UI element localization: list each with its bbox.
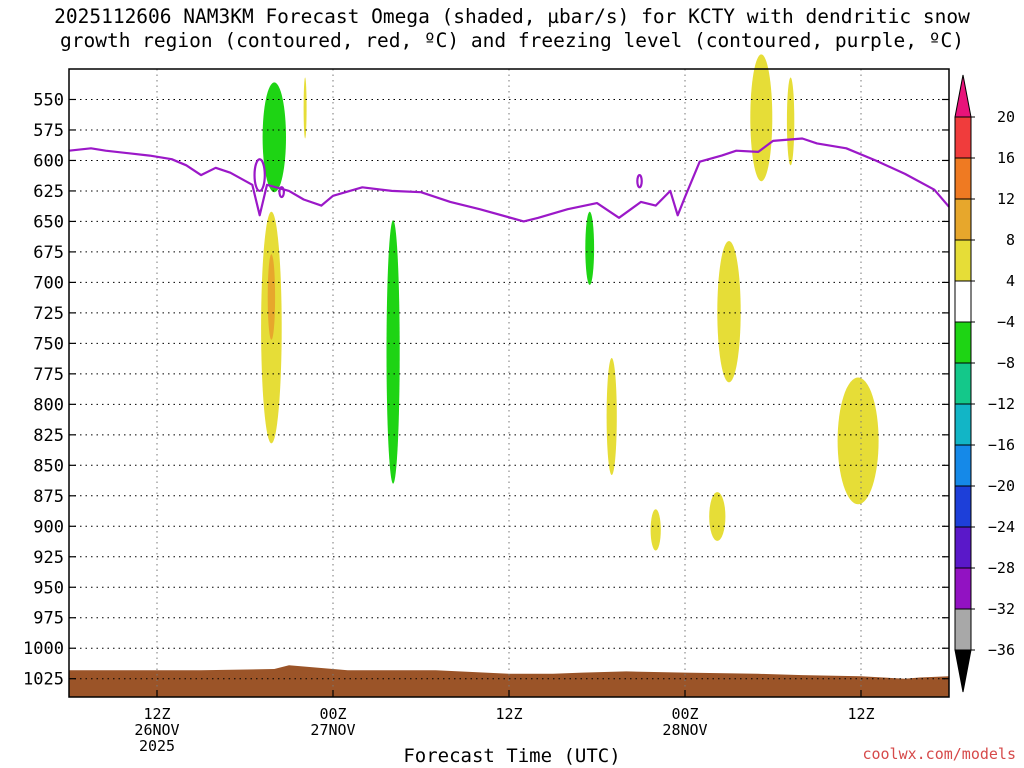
y-tick-label: 700 — [33, 273, 64, 293]
colorbar-box — [954, 362, 972, 405]
terrain-area — [69, 665, 949, 697]
chart-title-line-1: 2025112606 NAM3KM Forecast Omega (shaded… — [54, 5, 970, 28]
omega-region-2 — [386, 220, 400, 484]
colorbar-label: −20 — [988, 477, 1015, 495]
freezing-level-line — [68, 137, 950, 223]
terrain-layer — [69, 665, 949, 697]
omega-region-11 — [750, 54, 773, 182]
colorbar-box — [954, 444, 972, 487]
y-tick-label: 850 — [33, 456, 64, 476]
colorbar-box — [954, 403, 972, 446]
colorbar-label: −16 — [988, 436, 1015, 454]
omega-region-8 — [650, 509, 661, 551]
y-tick-label: 625 — [33, 182, 64, 202]
x-tick-label: 12Z — [495, 705, 522, 723]
omega-region-12 — [786, 77, 795, 166]
y-tick-label: 1025 — [23, 670, 64, 690]
omega-region-10 — [709, 492, 726, 541]
freezing-level-ring — [636, 173, 643, 189]
colorbar-label: −28 — [988, 559, 1015, 577]
colorbar-label: 20 — [997, 108, 1015, 126]
y-tick-label: 650 — [33, 212, 64, 232]
credit-text: coolwx.com/models — [862, 745, 1016, 763]
colorbar-label: 12 — [997, 190, 1015, 208]
freezing-level-layer — [68, 137, 950, 223]
x-tick-label: 12Z — [847, 705, 874, 723]
colorbar-label: 16 — [997, 149, 1015, 167]
colorbar-bottom-arrow — [954, 649, 972, 693]
colorbar-box — [954, 198, 972, 241]
y-tick-label: 900 — [33, 517, 64, 537]
colorbar-label: 4 — [1006, 272, 1015, 290]
x-tick-label: 12Z — [143, 705, 170, 723]
omega-region-1 — [262, 82, 286, 193]
y-tick-label: 550 — [33, 90, 64, 110]
freezing-level-ring — [278, 186, 285, 199]
y-tick-label: 925 — [33, 548, 64, 568]
colorbar-label: −24 — [988, 518, 1015, 536]
colorbar-box — [954, 280, 972, 323]
grid-layer — [69, 69, 949, 697]
colorbar-top-arrow — [954, 74, 972, 118]
omega-region-5 — [267, 254, 276, 340]
y-tick-label: 750 — [33, 334, 64, 354]
y-tick-label: 800 — [33, 395, 64, 415]
y-tick-label: 1000 — [23, 639, 64, 659]
y-tick-label: 725 — [33, 304, 64, 324]
omega-region-6 — [303, 77, 307, 139]
omega-shading-layer — [261, 54, 879, 551]
chart-title-line-2: growth region (contoured, red, ºC) and f… — [60, 29, 964, 52]
y-axis: 550 575 600 625 650 675 700 725 750 775 800 825 850 8… — [23, 90, 949, 690]
colorbar-label: −12 — [988, 395, 1015, 413]
x-tick-label: 28NOV — [662, 721, 707, 739]
colorbar-label: 8 — [1006, 231, 1015, 249]
colorbar: 20 16 12 8 4 −4 −8 −12 −16 −20 −24 −28 −32 −36 — [954, 74, 1015, 693]
y-tick-label: 950 — [33, 578, 64, 598]
colorbar-box — [954, 116, 972, 159]
colorbar-box — [954, 608, 972, 651]
x-tick-label: 00Z — [319, 705, 346, 723]
colorbar-box — [954, 321, 972, 364]
x-axis-title: Forecast Time (UTC) — [403, 745, 621, 767]
colorbar-label: −32 — [988, 600, 1015, 618]
colorbar-label: −36 — [988, 641, 1015, 659]
colorbar-box — [954, 157, 972, 200]
x-tick-label: 2025 — [139, 737, 175, 755]
colorbar-box — [954, 239, 972, 282]
y-tick-label: 575 — [33, 121, 64, 141]
y-tick-label: 775 — [33, 365, 64, 385]
colorbar-label: −8 — [997, 354, 1015, 372]
omega-region-3 — [585, 211, 595, 285]
y-tick-label: 600 — [33, 151, 64, 171]
y-tick-label: 675 — [33, 243, 64, 263]
freezing-level-ring — [253, 158, 266, 193]
y-tick-label: 825 — [33, 426, 64, 446]
colorbar-label: −4 — [997, 313, 1015, 331]
x-tick-label: 26NOV — [134, 721, 179, 739]
x-tick-label: 00Z — [671, 705, 698, 723]
x-tick-label: 27NOV — [310, 721, 355, 739]
colorbar-box — [954, 485, 972, 528]
y-tick-label: 975 — [33, 609, 64, 629]
y-tick-label: 875 — [33, 487, 64, 507]
colorbar-box — [954, 567, 972, 610]
omega-region-7 — [606, 358, 617, 475]
omega-region-13 — [837, 377, 879, 505]
omega-region-9 — [717, 241, 741, 383]
colorbar-box — [954, 526, 972, 569]
